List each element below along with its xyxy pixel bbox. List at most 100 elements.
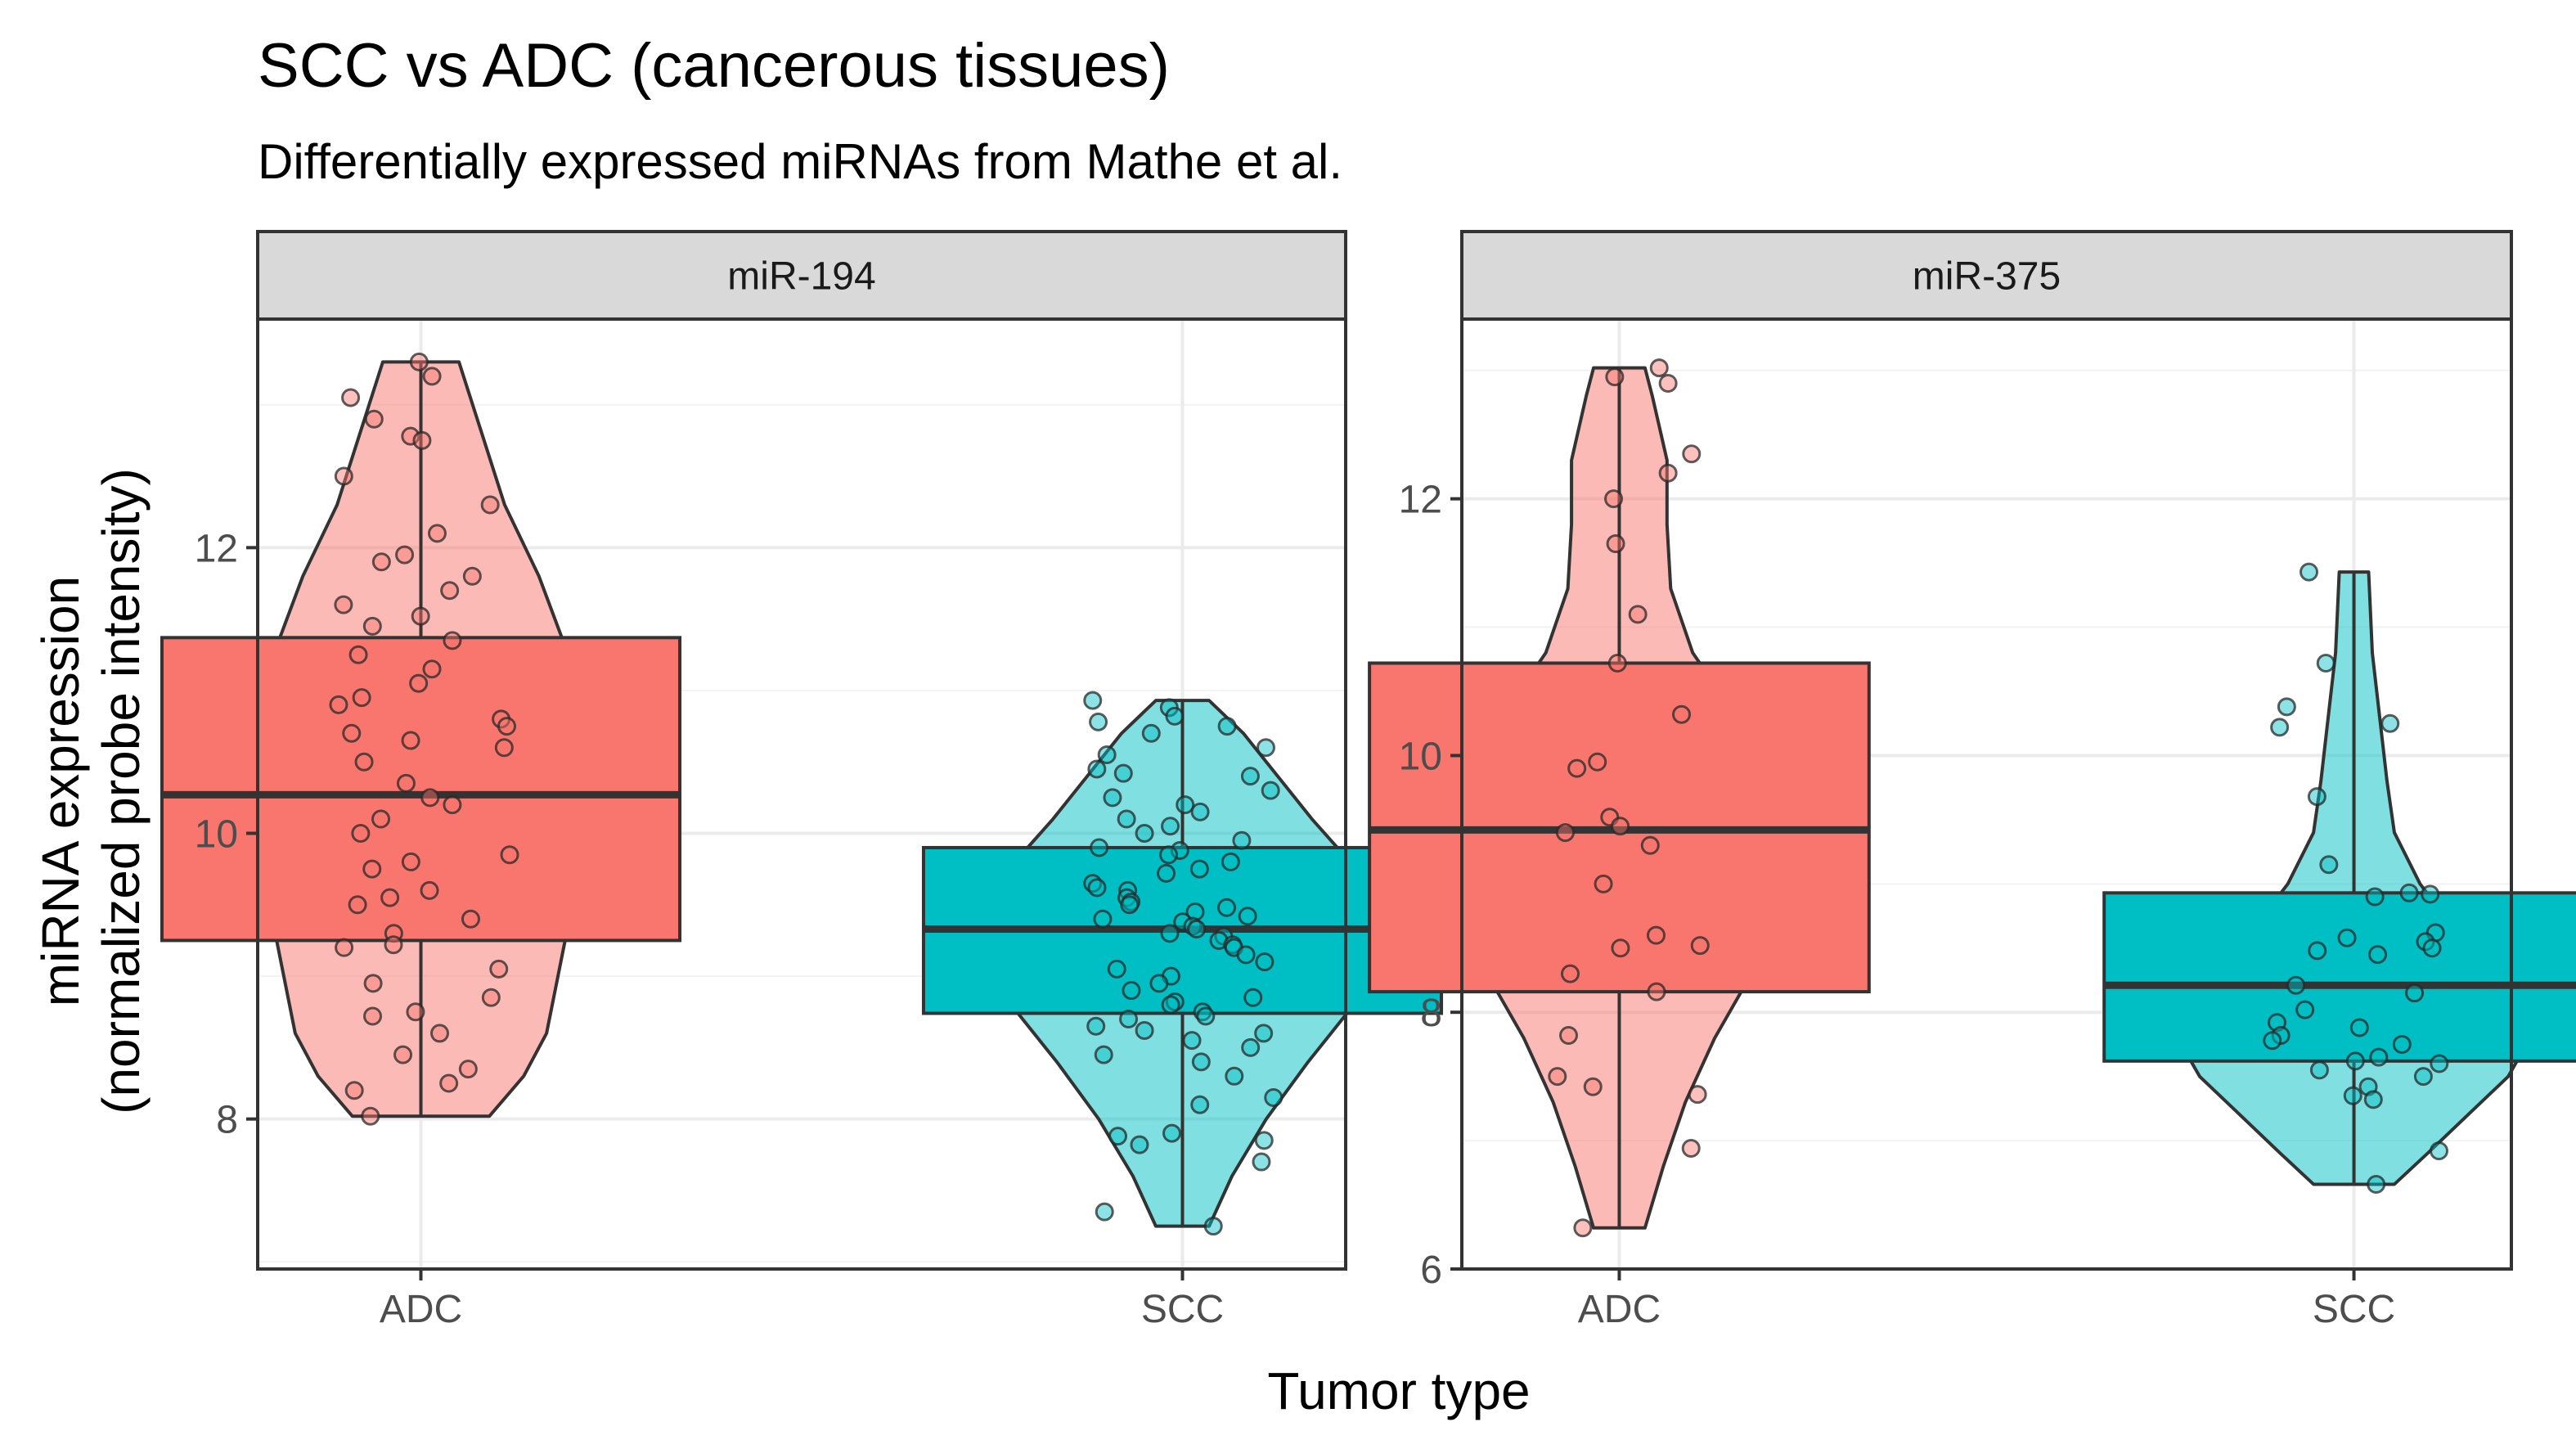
data-point <box>348 895 367 915</box>
data-point <box>393 1045 413 1064</box>
data-point <box>354 752 374 772</box>
data-point <box>1243 988 1263 1007</box>
data-point <box>1103 788 1122 808</box>
data-point <box>1688 1085 1707 1105</box>
data-point <box>1647 925 1666 945</box>
data-point <box>1672 704 1692 724</box>
data-point <box>2363 1090 2383 1109</box>
data-point <box>1086 1016 1106 1036</box>
data-point <box>1187 919 1207 938</box>
y-tick-label: 8 <box>216 1099 238 1142</box>
data-point <box>2369 1047 2389 1067</box>
strip-label: miR-194 <box>727 255 875 299</box>
data-point <box>1135 824 1154 844</box>
data-point <box>1090 838 1109 857</box>
data-point <box>344 1081 364 1100</box>
data-point <box>1605 367 1625 387</box>
data-point <box>443 795 462 815</box>
data-point <box>1559 1025 1579 1045</box>
data-point <box>1182 1031 1202 1051</box>
data-point <box>2422 938 2442 958</box>
data-point <box>334 595 353 614</box>
data-point <box>1149 974 1169 993</box>
data-point <box>458 1060 478 1079</box>
data-point <box>1548 1067 1567 1087</box>
data-point <box>1087 759 1107 779</box>
data-point <box>2380 713 2400 733</box>
panel-miR-375: miR-375 6 8 10 12 ADC SCC <box>1368 230 2576 1331</box>
data-point <box>1119 1009 1139 1028</box>
data-point <box>2270 718 2290 737</box>
data-point <box>1232 830 1252 850</box>
data-point <box>461 909 480 929</box>
strip-background <box>1460 230 2513 321</box>
data-point <box>1093 909 1113 929</box>
data-point <box>1161 995 1180 1015</box>
data-point <box>1611 938 1630 958</box>
y-axis-title-line2: (normalized probe intensity) <box>92 468 151 1114</box>
data-point <box>2286 975 2306 995</box>
data-point <box>1573 1218 1593 1238</box>
data-point <box>489 959 509 979</box>
data-point <box>1236 945 1256 965</box>
data-point <box>1083 691 1103 710</box>
data-point <box>1203 1217 1223 1236</box>
data-point <box>1264 1087 1284 1107</box>
data-point <box>1189 859 1209 879</box>
data-point <box>1221 852 1240 871</box>
data-point <box>2430 1054 2449 1073</box>
strip-background <box>256 230 1347 321</box>
chart-title: SCC vs ADC (cancerous tissues) <box>258 31 1170 101</box>
data-point <box>362 859 382 879</box>
data-point <box>494 738 514 758</box>
data-point <box>1190 802 1210 821</box>
y-tick-label: 12 <box>195 527 238 570</box>
data-point <box>1682 444 1702 464</box>
data-point <box>401 731 420 750</box>
data-point <box>1588 752 1607 772</box>
data-point <box>335 938 354 957</box>
x-tick-label: SCC <box>1141 1288 1224 1331</box>
data-point <box>2316 653 2335 673</box>
data-point <box>2337 928 2357 947</box>
data-point <box>406 1002 425 1022</box>
data-point <box>1647 982 1666 1001</box>
data-point <box>427 524 447 543</box>
data-point <box>1241 1037 1261 1057</box>
data-point <box>1649 358 1669 378</box>
data-point <box>1097 745 1117 764</box>
data-point <box>440 581 460 601</box>
data-point <box>500 845 519 865</box>
data-point <box>2309 1060 2329 1080</box>
data-point <box>1256 738 1275 758</box>
data-point <box>1107 959 1126 979</box>
data-point <box>2365 887 2385 907</box>
data-point <box>1094 1045 1113 1064</box>
data-point <box>1087 878 1107 898</box>
data-point <box>1089 712 1108 731</box>
data-point <box>2430 1141 2449 1161</box>
data-point <box>2307 787 2326 807</box>
data-point <box>1240 767 1260 786</box>
data-point <box>1225 1066 1244 1086</box>
data-point <box>1122 981 1141 1001</box>
data-point <box>2392 1034 2412 1054</box>
data-point <box>409 673 429 693</box>
x-tick-label: ADC <box>380 1288 462 1331</box>
data-point <box>401 852 420 871</box>
data-point <box>1658 463 1678 483</box>
box-SCC <box>2102 891 2576 1063</box>
data-point <box>1159 845 1179 865</box>
data-point <box>1217 717 1237 736</box>
data-point <box>2405 983 2425 1003</box>
data-point <box>1606 534 1625 554</box>
strip-label: miR-375 <box>1913 255 2061 299</box>
data-point <box>1252 1152 1271 1172</box>
chart-subtitle: Differentially expressed miRNAs from Mat… <box>258 134 1342 189</box>
data-point <box>2399 883 2419 902</box>
data-point <box>1555 823 1575 843</box>
data-point <box>420 788 440 808</box>
y-tick-label: 10 <box>1399 735 1442 778</box>
data-point <box>462 566 482 586</box>
